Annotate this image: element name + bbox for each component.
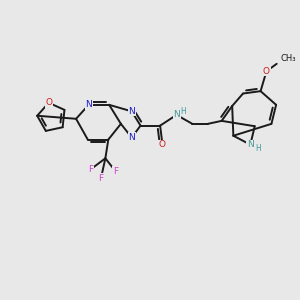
Text: F: F [113, 167, 118, 176]
Text: O: O [45, 98, 52, 107]
Text: O: O [159, 140, 166, 149]
Text: N: N [173, 110, 180, 119]
Text: N: N [128, 107, 135, 116]
Text: N: N [85, 100, 92, 109]
Text: N: N [247, 140, 254, 149]
Text: H: H [255, 144, 260, 153]
Text: O: O [263, 67, 270, 76]
Text: H: H [180, 106, 186, 116]
Text: CH₃: CH₃ [280, 54, 296, 63]
Text: N: N [128, 133, 135, 142]
Text: F: F [98, 174, 104, 183]
Text: F: F [88, 165, 93, 174]
